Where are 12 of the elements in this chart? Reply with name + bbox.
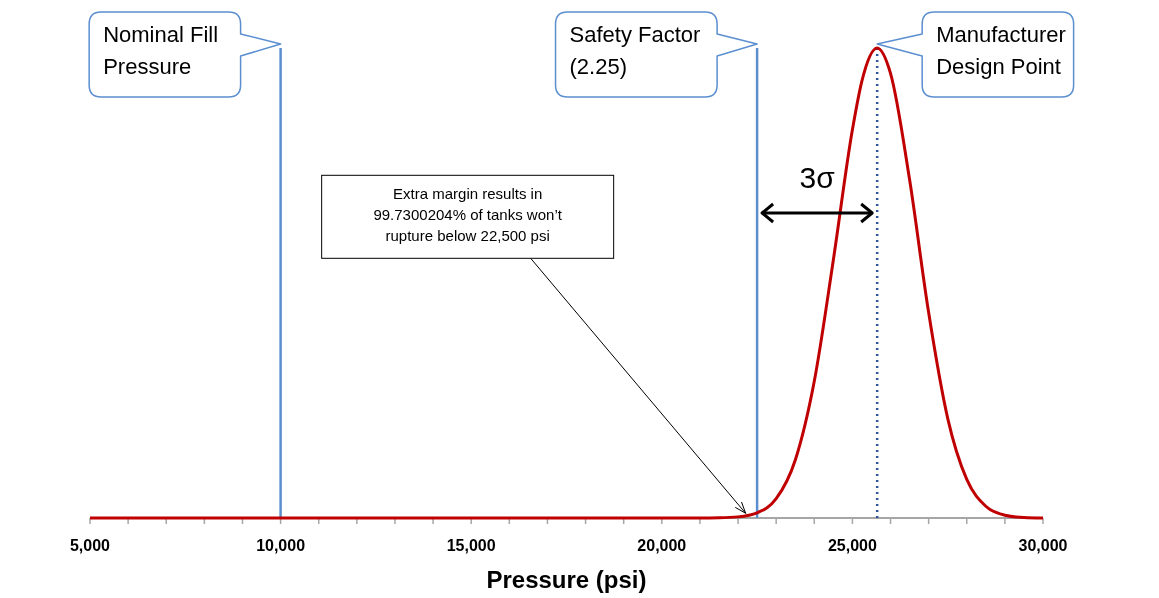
ref-line-label: Manufacturer Design Point xyxy=(936,22,1066,79)
x-tick-label: 20,000 xyxy=(637,537,687,554)
x-tick-label: 15,000 xyxy=(446,537,496,554)
annotation: 3σ xyxy=(799,161,836,194)
ref-line-label: Safety Factor (2.25) xyxy=(569,22,701,79)
x-tick-label: 25,000 xyxy=(827,537,877,554)
x-tick-label: 30,000 xyxy=(1018,537,1068,554)
annotation: Extra margin results in 99.7300204% of tanks won’t rupture below 22,500 psi xyxy=(373,185,563,245)
x-axis-title: Pressure (psi) xyxy=(486,566,647,593)
x-tick-label: 10,000 xyxy=(256,537,306,554)
ref-line-label: Nominal Fill Pressure xyxy=(103,22,219,79)
x-tick-label: 5,000 xyxy=(69,537,111,554)
